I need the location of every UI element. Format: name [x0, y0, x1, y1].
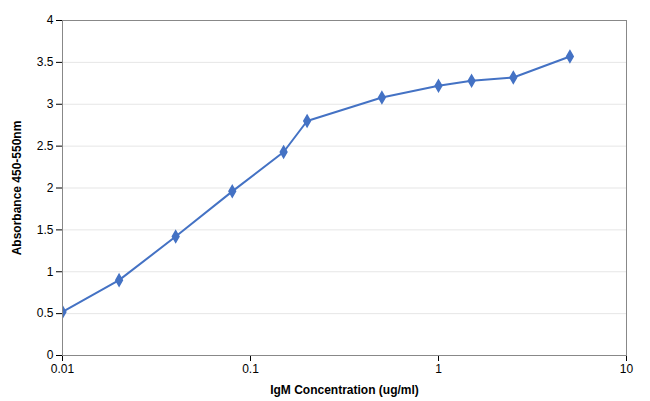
- svg-text:4: 4: [47, 13, 54, 27]
- svg-text:Absorbance 450-550nm: Absorbance 450-550nm: [10, 121, 24, 256]
- svg-text:2.5: 2.5: [37, 139, 54, 153]
- svg-text:1.5: 1.5: [37, 223, 54, 237]
- svg-text:0.1: 0.1: [242, 362, 259, 376]
- svg-text:1: 1: [47, 265, 54, 279]
- svg-text:2: 2: [47, 181, 54, 195]
- svg-text:3.5: 3.5: [37, 55, 54, 69]
- svg-text:10: 10: [620, 362, 634, 376]
- svg-text:0: 0: [47, 348, 54, 362]
- svg-text:1: 1: [435, 362, 442, 376]
- svg-text:3: 3: [47, 97, 54, 111]
- svg-text:0.01: 0.01: [51, 362, 75, 376]
- svg-text:0.5: 0.5: [37, 306, 54, 320]
- svg-text:IgM Concentration (ug/ml): IgM Concentration (ug/ml): [270, 383, 419, 397]
